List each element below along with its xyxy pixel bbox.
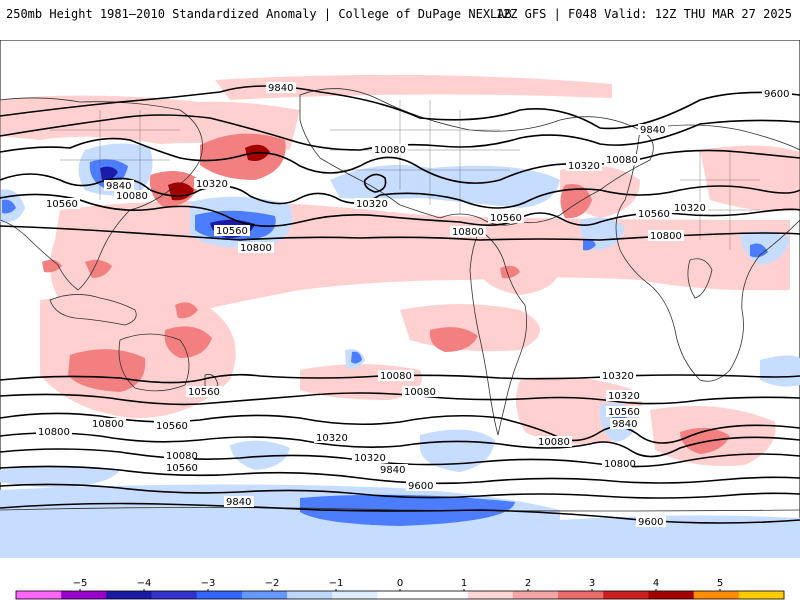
contour-label: 9840	[268, 83, 293, 94]
color-scale-swatch	[422, 591, 469, 599]
color-scale-swatch	[106, 591, 153, 599]
color-scale-tick-label: −4	[137, 578, 152, 589]
contour-label: 10320	[354, 453, 386, 464]
contour-label: 9840	[106, 181, 131, 192]
contour-labels: 9840 9600 9840 10080 10320 10560 10800 1…	[36, 82, 792, 528]
color-scale-swatch	[558, 591, 604, 599]
contour-label: 10560	[156, 421, 188, 432]
contour-label: 10800	[240, 243, 272, 254]
model-run-info: 12Z GFS | F048 Valid: 12Z THU MAR 27 202…	[495, 7, 792, 21]
contour-label: 10560	[638, 209, 670, 220]
color-scale-swatch	[61, 591, 107, 599]
contour-label: 10320	[674, 203, 706, 214]
color-scale-bar: −5 −4 −3 −2 −1 0 1 2 3 4 5	[15, 578, 785, 600]
contour-label: 10800	[38, 427, 70, 438]
contour-label: 10320	[196, 179, 228, 190]
color-scale-swatch	[512, 591, 559, 599]
contour-label: 9840	[640, 125, 665, 136]
color-scale-swatch	[693, 591, 740, 599]
color-scale-tick-label: 3	[589, 578, 595, 589]
contour-label: 10800	[92, 419, 124, 430]
color-scale-swatch	[196, 591, 243, 599]
contour-label: 9840	[380, 465, 405, 476]
contour-label: 10320	[356, 199, 388, 210]
contour-label: 10080	[404, 387, 436, 398]
color-scale-swatch	[16, 591, 62, 599]
contour-label: 10560	[490, 213, 522, 224]
contour-label: 10080	[374, 145, 406, 156]
contour-label: 10320	[316, 433, 348, 444]
anomaly-map: 9840 9600 9840 10080 10320 10560 10800 1…	[0, 40, 800, 558]
color-scale-swatch	[648, 591, 695, 599]
color-scale-tick-label: −1	[329, 578, 344, 589]
color-scale-tick-label: 4	[653, 578, 659, 589]
contour-label: 10320	[602, 371, 634, 382]
color-scale-swatch	[603, 591, 649, 599]
color-scale-swatch	[738, 591, 785, 599]
contour-label: 10080	[380, 371, 412, 382]
contour-label: 10800	[650, 231, 682, 242]
color-scale-swatch	[467, 591, 514, 599]
color-scale-swatch	[332, 591, 378, 599]
contour-label: 10560	[188, 387, 220, 398]
color-scale-tick-label: 0	[397, 578, 403, 589]
color-scale-swatch	[151, 591, 198, 599]
color-scale-swatch	[241, 591, 288, 599]
contour-label: 10080	[166, 451, 198, 462]
contour-label: 10800	[604, 459, 636, 470]
contour-label: 10080	[538, 437, 570, 448]
contour-label: 9840	[226, 497, 251, 508]
contour-label: 9600	[764, 89, 789, 100]
color-scale-swatch	[377, 591, 424, 599]
contour-label: 10560	[166, 463, 198, 474]
color-scale-tick-label: −3	[201, 578, 216, 589]
contour-label: 10560	[216, 226, 248, 237]
color-scale-swatch	[287, 591, 333, 599]
contour-label: 10080	[606, 155, 638, 166]
color-scale-tick-label: 2	[525, 578, 531, 589]
contour-label: 10320	[568, 161, 600, 172]
color-scale-tick-label: −2	[265, 578, 280, 589]
contour-label: 10080	[116, 191, 148, 202]
color-scale-tick-label: 1	[461, 578, 467, 589]
contour-label: 10800	[452, 227, 484, 238]
contour-label: 9600	[638, 517, 663, 528]
color-scale-tick-label: 5	[717, 578, 723, 589]
color-scale-tick-label: −5	[73, 578, 88, 589]
contour-label: 9600	[408, 481, 433, 492]
contour-label: 10320	[608, 391, 640, 402]
contour-label: 10560	[46, 199, 78, 210]
chart-title: 250mb Height 1981–2010 Standardized Anom…	[6, 7, 512, 21]
contour-label: 9840	[612, 419, 637, 430]
contour-label: 10560	[608, 407, 640, 418]
